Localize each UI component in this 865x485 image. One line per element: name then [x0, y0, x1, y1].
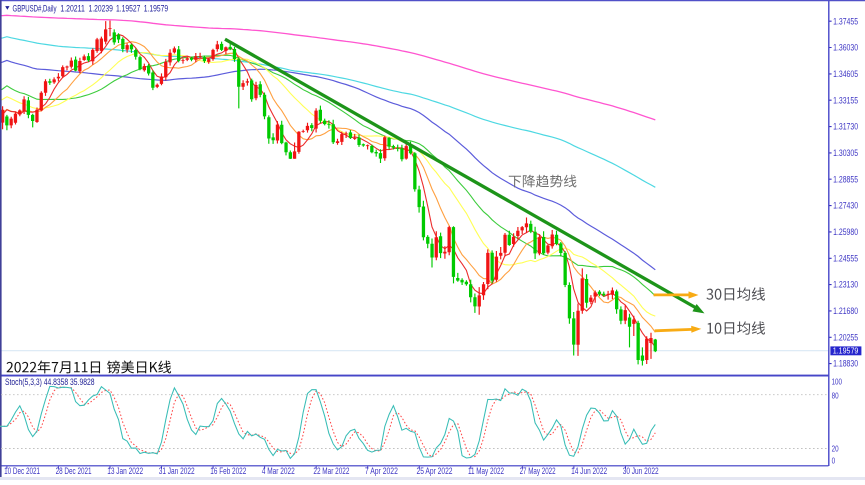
svg-text:1.20211: 1.20211: [60, 3, 84, 13]
svg-text:1.24555: 1.24555: [833, 253, 858, 263]
svg-text:1.33155: 1.33155: [833, 95, 858, 105]
svg-text:GBPUSD#,Daily: GBPUSD#,Daily: [13, 3, 57, 13]
svg-text:1.18830: 1.18830: [833, 359, 858, 369]
svg-text:1.25980: 1.25980: [833, 227, 858, 237]
svg-text:11 May 2022: 11 May 2022: [468, 466, 504, 476]
svg-text:20: 20: [832, 445, 839, 454]
svg-text:1.23130: 1.23130: [833, 280, 858, 290]
svg-text:1.28855: 1.28855: [833, 174, 858, 184]
svg-text:1.20239: 1.20239: [89, 3, 113, 13]
svg-text:14 Jun 2022: 14 Jun 2022: [571, 466, 607, 476]
svg-text:1.30305: 1.30305: [833, 148, 858, 158]
svg-text:7 Apr 2022: 7 Apr 2022: [365, 466, 398, 476]
svg-text:27 May 2022: 27 May 2022: [520, 466, 556, 476]
svg-text:100: 100: [832, 377, 843, 386]
svg-text:22 Mar 2022: 22 Mar 2022: [313, 466, 349, 476]
svg-text:10 Dec 2021: 10 Dec 2021: [4, 466, 40, 476]
svg-text:1.34605: 1.34605: [833, 69, 858, 79]
svg-text:80: 80: [832, 391, 839, 400]
svg-text:1.19527: 1.19527: [116, 3, 140, 13]
svg-text:1.19579: 1.19579: [144, 3, 168, 13]
svg-text:31 Jan 2022: 31 Jan 2022: [159, 466, 195, 476]
svg-text:Stoch(5,3,3) 44.8358 35.9828: Stoch(5,3,3) 44.8358 35.9828: [5, 377, 95, 387]
svg-text:1.37455: 1.37455: [833, 16, 858, 26]
svg-text:13 Jan 2022: 13 Jan 2022: [107, 466, 143, 476]
svg-text:25 Apr 2022: 25 Apr 2022: [417, 466, 453, 476]
svg-text:0: 0: [832, 456, 836, 465]
svg-text:28 Dec 2021: 28 Dec 2021: [56, 466, 92, 476]
svg-text:1.27430: 1.27430: [833, 201, 858, 211]
svg-text:1.21680: 1.21680: [833, 306, 858, 316]
svg-text:4 Mar 2022: 4 Mar 2022: [262, 466, 295, 476]
svg-text:1.19579: 1.19579: [833, 346, 859, 356]
svg-text:1.36030: 1.36030: [833, 43, 858, 53]
svg-text:1.20255: 1.20255: [833, 332, 858, 342]
svg-text:16 Feb 2022: 16 Feb 2022: [210, 466, 246, 476]
svg-text:30 Jun 2022: 30 Jun 2022: [623, 466, 659, 476]
svg-text:1.31730: 1.31730: [833, 122, 858, 132]
